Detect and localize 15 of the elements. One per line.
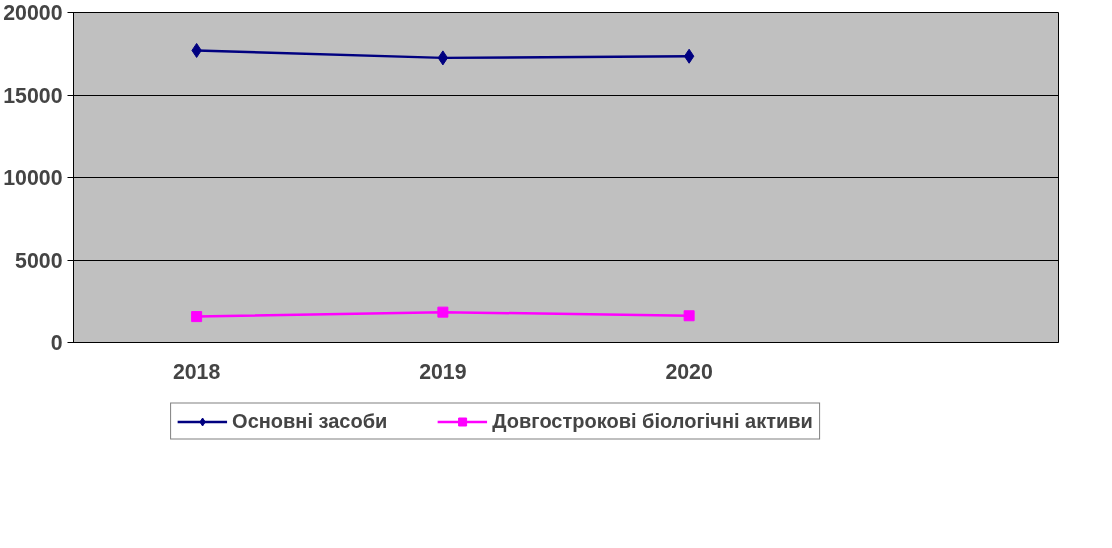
point [437, 50, 449, 66]
x-tick-label: 2020 [665, 359, 713, 384]
point [191, 311, 203, 323]
y-tick-label: 0 [50, 331, 63, 355]
x-tick-label: 2019 [419, 359, 467, 384]
point [683, 310, 695, 322]
point [437, 306, 449, 318]
x-tick-label: 2018 [172, 359, 221, 384]
y-tick-label: 5000 [15, 248, 63, 273]
y-tick-label: 15000 [3, 83, 63, 108]
y-tick-label: 20000 [3, 1, 63, 25]
legend-label: Основні засоби [232, 409, 388, 433]
y-tick-label: 10000 [3, 166, 63, 190]
legend-label: Довгострокові біологічні активи [492, 409, 813, 433]
point [683, 48, 695, 64]
